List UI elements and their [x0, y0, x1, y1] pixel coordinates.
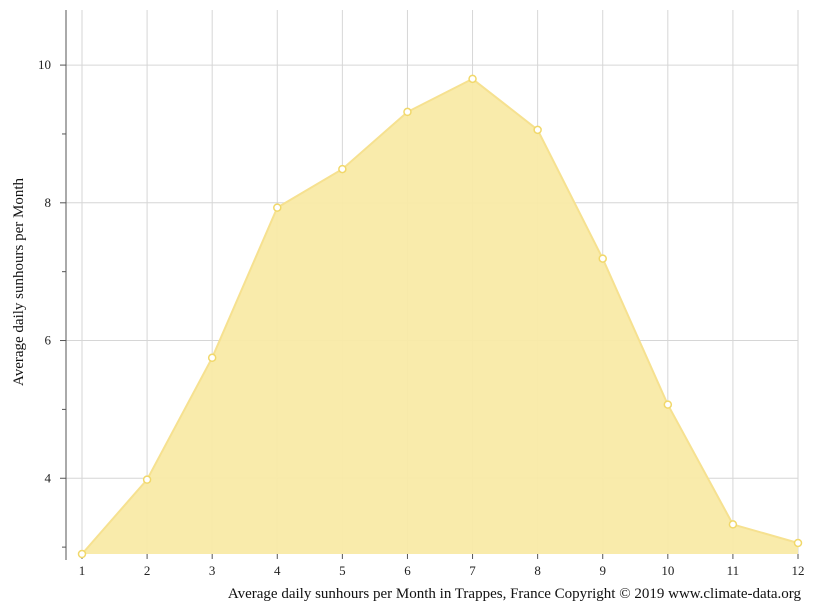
y-tick-label: 4	[45, 470, 52, 485]
data-point	[793, 538, 803, 548]
data-point	[403, 107, 412, 117]
data-point	[77, 549, 87, 559]
x-tick-label: 1	[79, 563, 86, 578]
y-tick-label: 10	[38, 57, 51, 72]
data-point	[338, 164, 347, 174]
data-point	[533, 125, 542, 135]
data-point	[663, 400, 673, 409]
x-tick-label: 2	[144, 563, 151, 578]
data-point	[142, 475, 152, 484]
data-points	[77, 74, 803, 559]
y-axis-title: Average daily sunhours per Month	[11, 178, 27, 387]
x-tick-label: 3	[209, 563, 216, 578]
x-tick-label: 6	[404, 563, 411, 578]
x-tick-labels: 1 2 3 4 5 6 7 8 9 10 11 12	[79, 563, 805, 578]
x-tick-label: 12	[792, 563, 805, 578]
x-tick-label: 7	[469, 563, 476, 578]
x-tick-label: 10	[661, 563, 674, 578]
x-tick-label: 5	[339, 563, 346, 578]
data-point	[598, 254, 607, 263]
sunhours-line	[81, 77, 799, 555]
y-tick-labels: 4 6 8 10	[38, 57, 52, 485]
y-tick-label: 8	[45, 195, 52, 210]
sunhours-area	[82, 78, 798, 555]
data-point	[207, 353, 217, 362]
data-point	[728, 520, 738, 529]
data-point	[273, 203, 282, 212]
x-tick-label: 4	[274, 563, 281, 578]
x-tick-label: 9	[599, 563, 606, 578]
x-tick-label: 8	[534, 563, 541, 578]
axes	[60, 10, 799, 560]
chart-caption: Average daily sunhours per Month in Trap…	[228, 586, 802, 602]
data-point	[468, 74, 477, 84]
y-tick-label: 6	[45, 333, 52, 348]
x-tick-label: 11	[727, 563, 740, 578]
